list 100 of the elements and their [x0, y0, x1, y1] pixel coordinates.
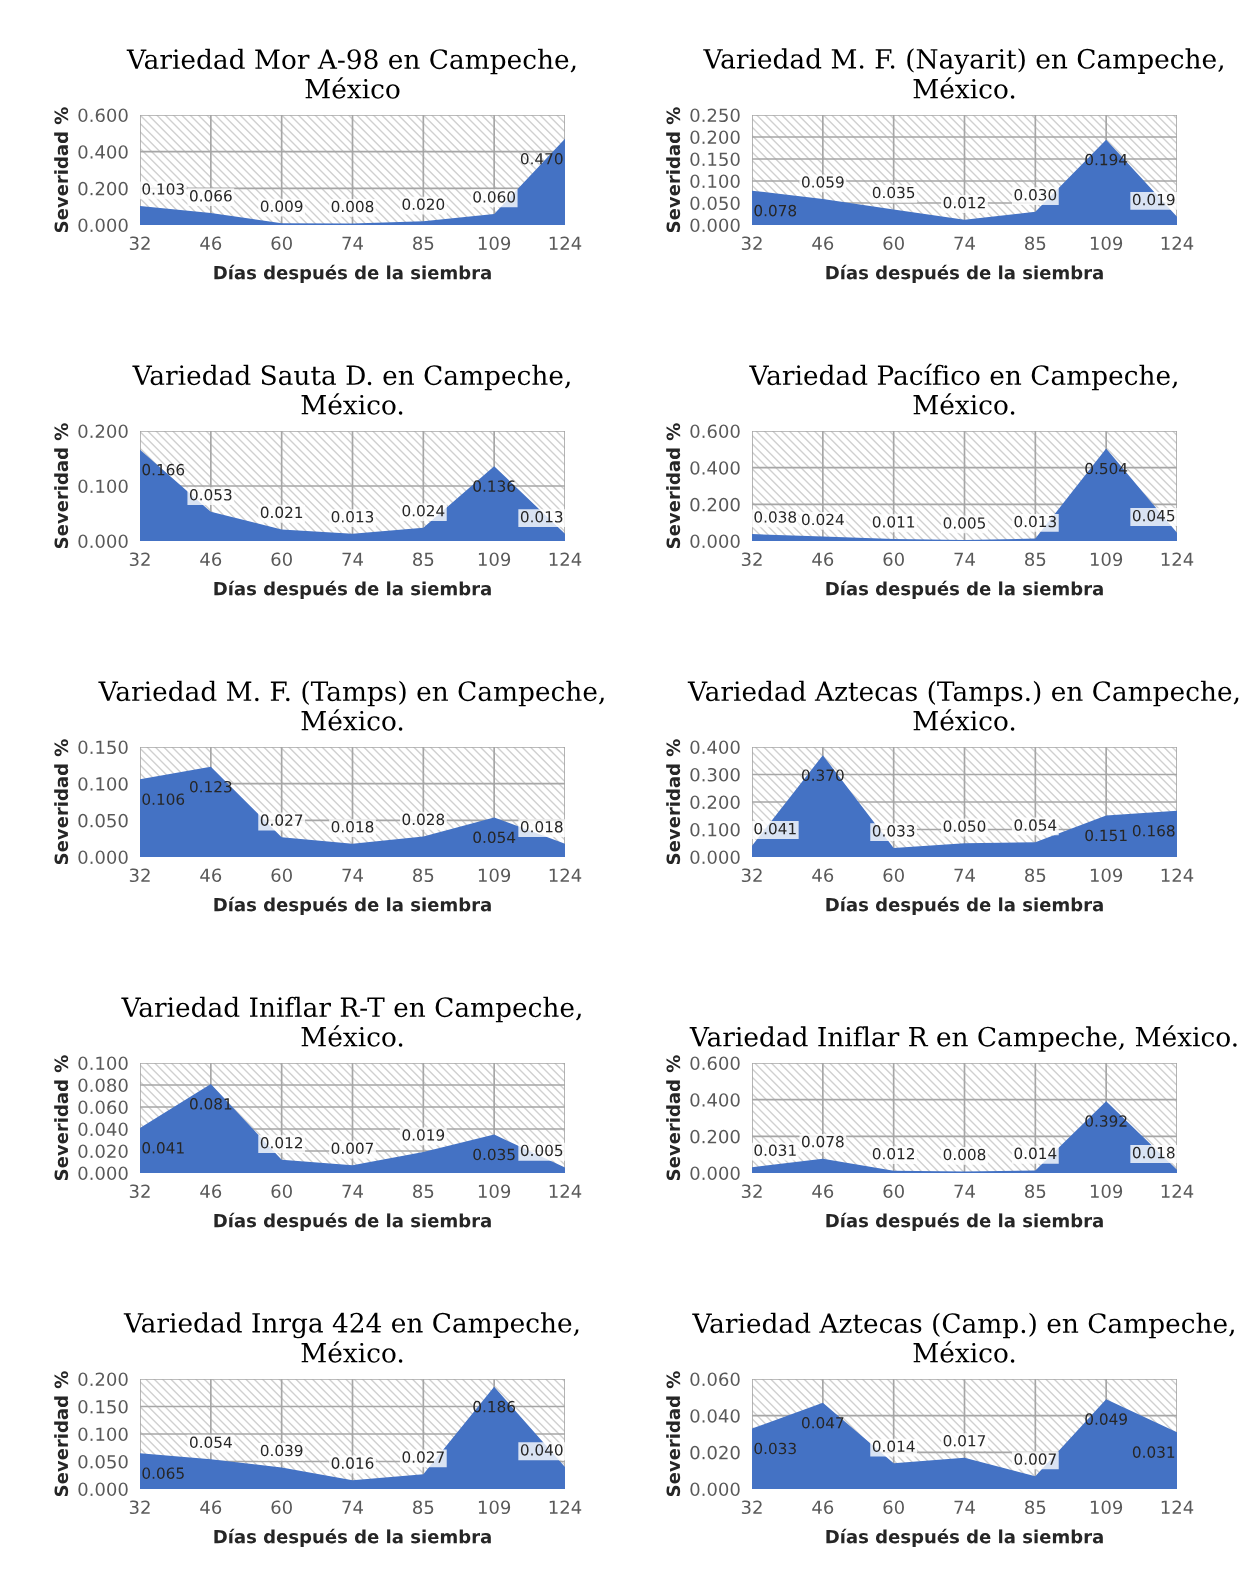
x-axis-title: Días después de la siembra	[826, 1528, 1103, 1547]
y-tick-label: 0.000	[78, 850, 128, 865]
x-axis-title: Días después de la siembra	[214, 896, 491, 915]
y-tick-label: 0.200	[78, 1372, 128, 1387]
y-axis-title: Severidad %	[54, 739, 69, 865]
x-tick-label: 74	[954, 868, 975, 882]
data-label: 0.035	[473, 1148, 515, 1161]
y-tick-label: 0.000	[690, 1166, 740, 1181]
y-axis-title: Severidad %	[666, 423, 681, 549]
y-tick-label: 0.020	[78, 1144, 128, 1159]
x-tick-label: 60	[883, 1184, 904, 1199]
x-tick-label: 46	[200, 1500, 222, 1515]
y-tick-label: 0.150	[690, 152, 740, 167]
data-label: 0.045	[1132, 509, 1175, 522]
x-tick-label: 60	[883, 868, 904, 883]
chart-title: Variedad M. F. (Tamps) en Campeche, México.	[98, 680, 604, 731]
x-tick-label: 109	[478, 236, 511, 251]
x-tick-label: 74	[342, 1500, 363, 1514]
data-label: 0.392	[1085, 1115, 1127, 1127]
x-tick-label: 74	[954, 552, 975, 566]
x-tick-label: 124	[1161, 868, 1194, 882]
x-tick-label: 60	[883, 236, 904, 251]
x-axis-title: Días después de la siembra	[214, 580, 491, 599]
x-tick-label: 60	[271, 868, 292, 883]
y-tick-label: 0.100	[78, 777, 128, 791]
data-label: 0.050	[943, 820, 986, 832]
data-label: 0.018	[1132, 1146, 1175, 1159]
x-tick-label: 32	[129, 1184, 150, 1199]
x-tick-label: 46	[200, 236, 222, 251]
y-axis-title: Severidad %	[54, 107, 69, 233]
x-tick-label: 32	[129, 236, 150, 251]
y-tick-label: 0.150	[78, 740, 128, 755]
x-tick-label: 124	[1161, 1500, 1194, 1514]
data-label: 0.040	[520, 1444, 563, 1456]
x-tick-label: 60	[271, 236, 292, 251]
y-tick-label: 0.000	[690, 534, 740, 549]
data-label: 0.031	[754, 1144, 796, 1157]
y-tick-label: 0.400	[690, 461, 740, 475]
data-label: 0.007	[331, 1142, 374, 1155]
data-label: 0.054	[1014, 819, 1057, 831]
y-tick-label: 0.100	[78, 1427, 128, 1442]
x-tick-label: 85	[413, 236, 434, 251]
data-label: 0.018	[331, 820, 374, 833]
x-tick-label: 124	[549, 1184, 582, 1198]
x-tick-label: 74	[342, 236, 363, 250]
x-tick-label: 109	[478, 868, 511, 883]
data-label: 0.054	[473, 831, 516, 844]
x-tick-label: 85	[1025, 868, 1046, 883]
x-tick-label: 74	[954, 1184, 975, 1198]
data-label: 0.039	[260, 1444, 303, 1457]
y-tick-label: 0.250	[690, 108, 740, 123]
chart-title: Variedad Iniflar R en Campeche, México.	[689, 1025, 1237, 1052]
y-tick-label: 0.200	[690, 130, 740, 145]
y-axis-title: Severidad %	[54, 1055, 69, 1181]
data-label: 0.054	[189, 1436, 232, 1449]
x-tick-label: 109	[1090, 552, 1123, 567]
x-tick-label: 124	[549, 552, 582, 566]
x-tick-label: 32	[741, 552, 762, 567]
x-axis-title: Días después de la siembra	[826, 264, 1103, 283]
data-label: 0.053	[189, 489, 232, 501]
x-tick-label: 60	[883, 1500, 904, 1515]
x-tick-label: 46	[812, 552, 834, 567]
data-label: 0.020	[402, 198, 445, 211]
data-label: 0.016	[331, 1457, 374, 1469]
y-tick-label: 0.040	[690, 1409, 740, 1423]
chart-title: Variedad Mor A-98 en Campeche, México	[126, 48, 576, 99]
y-tick-label: 0.400	[690, 1093, 740, 1107]
data-label: 0.081	[189, 1098, 232, 1110]
y-tick-label: 0.000	[690, 850, 740, 865]
y-tick-label: 0.050	[78, 1454, 128, 1469]
data-label: 0.012	[872, 1147, 915, 1160]
x-tick-label: 109	[1090, 1184, 1123, 1199]
y-tick-label: 0.100	[78, 1056, 128, 1071]
x-tick-label: 85	[413, 1500, 434, 1515]
data-label: 0.066	[189, 190, 232, 202]
data-label: 0.013	[520, 511, 563, 523]
data-label: 0.021	[260, 506, 303, 519]
y-tick-label: 0.000	[78, 218, 128, 233]
data-label: 0.059	[801, 176, 844, 188]
x-tick-label: 109	[1090, 236, 1123, 251]
x-tick-label: 85	[1025, 1500, 1046, 1515]
chart-title: Variedad Pacífico en Campeche, México.	[749, 363, 1177, 415]
y-tick-label: 0.150	[78, 1399, 128, 1414]
chart-title: Variedad Inrga 424 en Campeche, México.	[123, 1312, 579, 1363]
data-label: 0.008	[331, 200, 374, 213]
x-tick-label: 46	[200, 552, 222, 567]
y-tick-label: 0.060	[78, 1100, 128, 1115]
data-label: 0.027	[260, 814, 303, 826]
x-tick-label: 124	[1161, 552, 1194, 566]
y-tick-label: 0.200	[78, 181, 128, 196]
data-label: 0.060	[473, 191, 516, 203]
x-axis-title: Días después de la siembra	[214, 1528, 491, 1547]
x-tick-label: 109	[478, 1184, 511, 1199]
data-label: 0.041	[142, 1142, 184, 1154]
x-tick-label: 85	[413, 1184, 434, 1199]
y-tick-label: 0.000	[78, 1166, 128, 1181]
y-tick-label: 0.000	[78, 1482, 128, 1497]
data-label: 0.049	[1085, 1413, 1127, 1425]
y-tick-label: 0.400	[78, 145, 128, 159]
x-tick-label: 124	[1161, 236, 1194, 250]
